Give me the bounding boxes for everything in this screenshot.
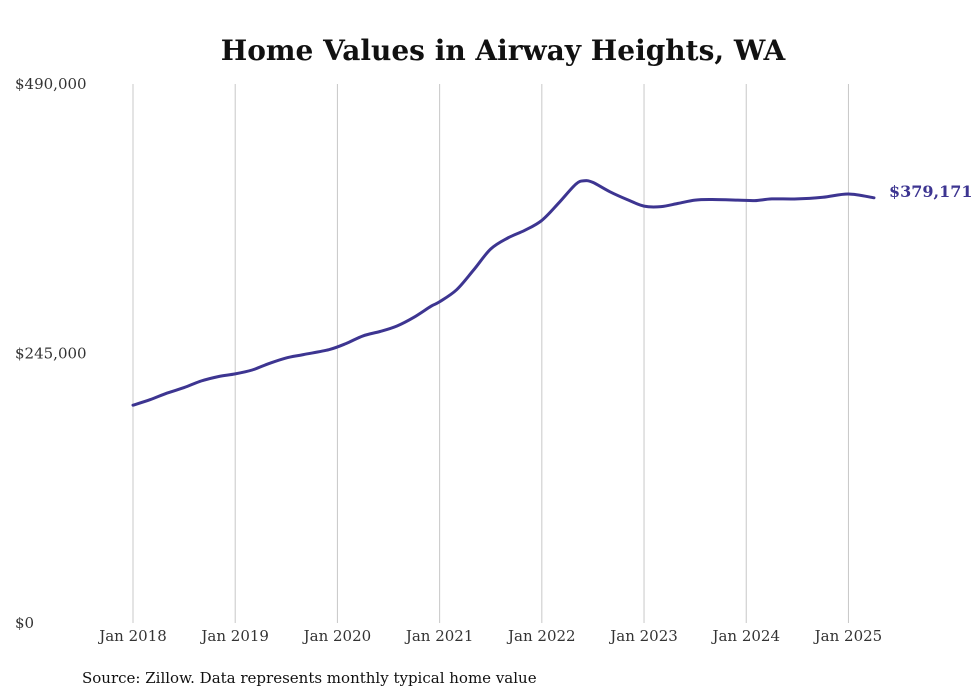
y-tick-label: $490,000 [15, 75, 87, 93]
x-tick-label: Jan 2022 [506, 627, 576, 645]
x-tick-label: Jan 2020 [302, 627, 372, 645]
grid-lines [132, 84, 849, 623]
x-tick-label: Jan 2024 [710, 627, 780, 645]
source-note: Source: Zillow. Data represents monthly … [82, 669, 537, 687]
y-axis-ticks: $0 $245,000 $490,000 [15, 75, 87, 632]
y-tick-label: $245,000 [15, 345, 87, 363]
x-tick-label: Jan 2018 [97, 627, 167, 645]
x-tick-label: Jan 2025 [813, 627, 883, 645]
series-layer [131, 179, 876, 407]
latest-value-label: $379,171 [889, 182, 973, 201]
x-tick-label: Jan 2019 [199, 627, 269, 645]
home-value-line [131, 179, 876, 407]
chart-title: Home Values in Airway Heights, WA [221, 34, 787, 67]
x-tick-label: Jan 2021 [404, 627, 474, 645]
x-axis-ticks: Jan 2018 Jan 2019 Jan 2020 Jan 2021 Jan 2022… [97, 627, 882, 645]
x-tick-label: Jan 2023 [608, 627, 678, 645]
y-tick-label: $0 [15, 614, 34, 632]
